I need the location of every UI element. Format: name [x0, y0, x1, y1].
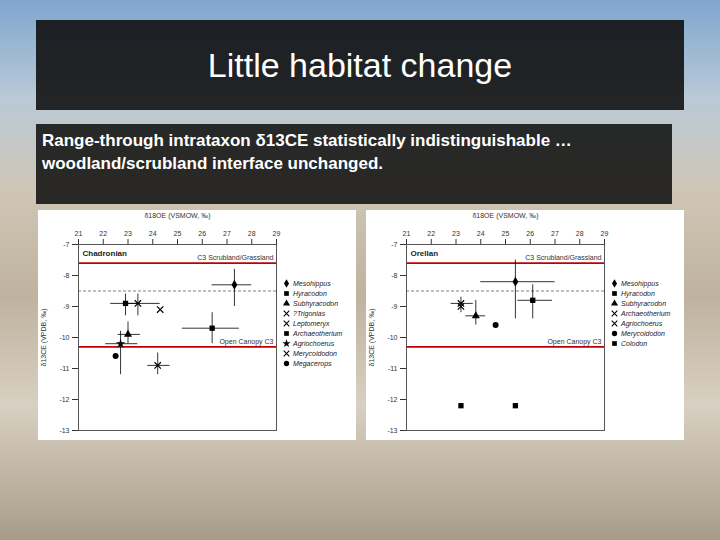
svg-text:21: 21 [403, 230, 411, 237]
svg-text:δ18OE (VSMOW, ‰): δ18OE (VSMOW, ‰) [472, 212, 538, 220]
svg-text:-7: -7 [63, 241, 69, 248]
svg-text:25: 25 [502, 230, 510, 237]
svg-text:Orellan: Orellan [411, 249, 439, 258]
svg-text:23: 23 [124, 230, 132, 237]
svg-text:26: 26 [198, 230, 206, 237]
svg-text:δ18OE (VSMOW, ‰): δ18OE (VSMOW, ‰) [144, 212, 210, 220]
svg-text:26: 26 [526, 230, 534, 237]
svg-text:-11: -11 [388, 365, 398, 372]
html-text:Hyracodon: Hyracodon [621, 289, 655, 297]
svg-text:-8: -8 [391, 272, 397, 279]
svg-text:-8: -8 [63, 272, 69, 279]
html-text:Mesohippus: Mesohippus [293, 279, 331, 287]
svg-text:22: 22 [427, 230, 435, 237]
svg-text:-9: -9 [63, 303, 69, 310]
html-text:Leptomeryx: Leptomeryx [293, 319, 330, 327]
svg-text:22: 22 [99, 230, 107, 237]
svg-text:27: 27 [551, 230, 559, 237]
svg-text:-12: -12 [387, 396, 397, 403]
html-text:Hyracodon: Hyracodon [293, 289, 327, 297]
svg-text:Chadronian: Chadronian [83, 249, 128, 258]
html-text:?Trigonias: ?Trigonias [293, 309, 326, 317]
svg-text:C3 Scrubland/Grassland: C3 Scrubland/Grassland [197, 254, 273, 261]
svg-text:-10: -10 [387, 334, 397, 341]
html-text:Archaeotherium: Archaeotherium [293, 329, 343, 337]
html-text:Archaeotherium: Archaeotherium [621, 309, 671, 317]
html-text:Merycoidodon: Merycoidodon [621, 329, 665, 337]
html-text:Little habitat change: Little habitat change [207, 45, 513, 84]
svg-text:Open Canopy C3: Open Canopy C3 [219, 338, 273, 346]
svg-text:27: 27 [223, 230, 231, 237]
svg-text:28: 28 [576, 230, 584, 237]
svg-text:21: 21 [75, 230, 83, 237]
html-text:Agriochoerus: Agriochoerus [621, 319, 663, 327]
svg-text:δ13CE (VPDB, ‰): δ13CE (VPDB, ‰) [368, 309, 376, 367]
svg-text:Open Canopy C3: Open Canopy C3 [547, 338, 601, 346]
html-text:Megacerops: Megacerops [293, 359, 332, 367]
html-text:Subhyracodon: Subhyracodon [621, 299, 667, 307]
svg-text:24: 24 [477, 230, 485, 237]
svg-text:29: 29 [601, 230, 609, 237]
svg-text:-13: -13 [387, 427, 397, 434]
svg-text:25: 25 [174, 230, 182, 237]
html-text:Colodon: Colodon [621, 339, 648, 347]
svg-text:-11: -11 [60, 365, 70, 372]
html-text:Mesohippus: Mesohippus [621, 279, 659, 287]
svg-text:-7: -7 [391, 241, 397, 248]
svg-text:-9: -9 [391, 303, 397, 310]
svg-text:-12: -12 [59, 396, 69, 403]
svg-text:23: 23 [452, 230, 460, 237]
svg-text:-10: -10 [59, 334, 69, 341]
svg-text:29: 29 [273, 230, 281, 237]
svg-text:28: 28 [248, 230, 256, 237]
html-text:Range-through intrataxon δ13CE: Range-through intrataxon δ13CE statistic… [42, 131, 572, 173]
svg-text:-13: -13 [59, 427, 69, 434]
svg-text:δ13CE (VPDB, ‰): δ13CE (VPDB, ‰) [40, 309, 48, 367]
html-text:Merycoidodon: Merycoidodon [293, 349, 337, 357]
html-text:Agriochoerus: Agriochoerus [293, 339, 335, 347]
html-text:Subhyracodon: Subhyracodon [293, 299, 339, 307]
svg-text:C3 Scrubland/Grassland: C3 Scrubland/Grassland [525, 254, 601, 261]
svg-text:24: 24 [149, 230, 157, 237]
